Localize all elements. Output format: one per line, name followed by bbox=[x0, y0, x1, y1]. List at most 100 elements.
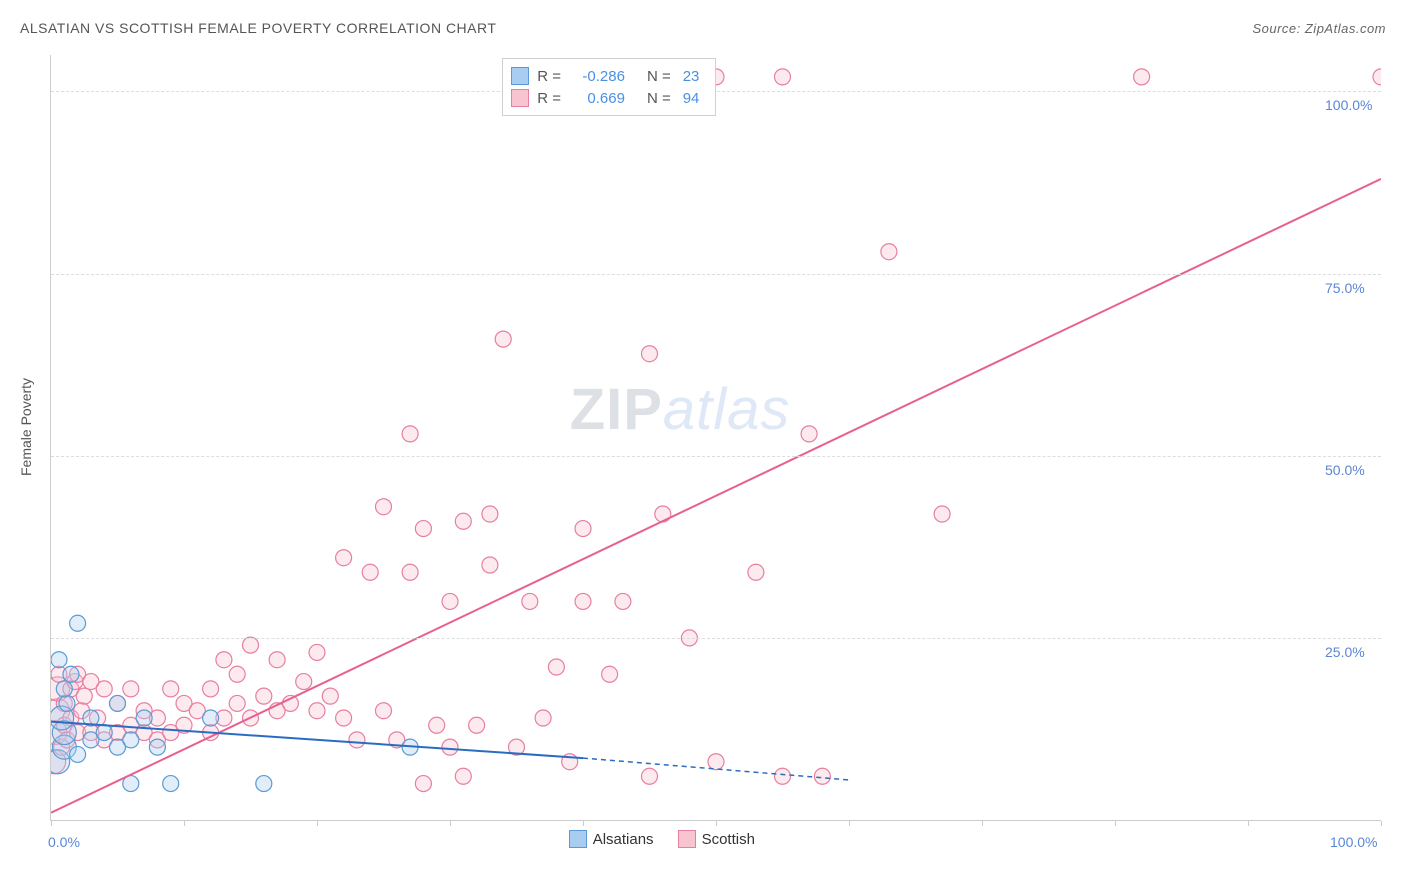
point-scottish bbox=[442, 739, 458, 755]
point-scottish bbox=[881, 244, 897, 260]
point-scottish bbox=[775, 768, 791, 784]
stats-legend-row: R =-0.286N =23 bbox=[511, 65, 703, 87]
point-scottish bbox=[402, 564, 418, 580]
point-alsatian bbox=[70, 746, 86, 762]
point-scottish bbox=[495, 331, 511, 347]
point-scottish bbox=[934, 506, 950, 522]
n-label: N = bbox=[647, 90, 671, 107]
x-tick bbox=[982, 821, 983, 826]
point-scottish bbox=[775, 69, 791, 85]
x-tick bbox=[583, 821, 584, 826]
point-alsatian bbox=[70, 615, 86, 631]
series-legend: Alsatians Scottish bbox=[569, 830, 755, 848]
point-scottish bbox=[575, 521, 591, 537]
y-axis-title: Female Poverty bbox=[18, 378, 34, 476]
point-scottish bbox=[322, 688, 338, 704]
x-tick bbox=[51, 821, 52, 826]
point-alsatian bbox=[51, 652, 67, 668]
x-tick bbox=[317, 821, 318, 826]
point-scottish bbox=[548, 659, 564, 675]
legend-item: Scottish bbox=[678, 830, 755, 848]
legend-swatch bbox=[569, 830, 587, 848]
point-alsatian bbox=[256, 776, 272, 792]
point-scottish bbox=[76, 688, 92, 704]
point-scottish bbox=[482, 557, 498, 573]
legend-item: Alsatians bbox=[569, 830, 654, 848]
x-label-max: 100.0% bbox=[1330, 834, 1377, 850]
x-tick bbox=[849, 821, 850, 826]
point-scottish bbox=[655, 506, 671, 522]
legend-swatch bbox=[511, 67, 529, 85]
n-value: 23 bbox=[683, 68, 700, 85]
point-scottish bbox=[349, 732, 365, 748]
x-tick bbox=[1381, 821, 1382, 826]
point-scottish bbox=[229, 695, 245, 711]
point-scottish bbox=[801, 426, 817, 442]
x-tick bbox=[1248, 821, 1249, 826]
legend-swatch bbox=[511, 89, 529, 107]
point-scottish bbox=[362, 564, 378, 580]
point-scottish bbox=[229, 666, 245, 682]
n-value: 94 bbox=[683, 90, 700, 107]
x-tick bbox=[184, 821, 185, 826]
y-tick-label: 75.0% bbox=[1325, 280, 1405, 296]
point-alsatian bbox=[63, 666, 79, 682]
point-scottish bbox=[203, 681, 219, 697]
y-tick-label: 100.0% bbox=[1325, 97, 1405, 113]
point-scottish bbox=[309, 703, 325, 719]
point-scottish bbox=[415, 776, 431, 792]
x-tick bbox=[450, 821, 451, 826]
source-label: Source: ZipAtlas.com bbox=[1252, 21, 1386, 36]
point-scottish bbox=[309, 644, 325, 660]
point-scottish bbox=[123, 681, 139, 697]
scatter-svg bbox=[51, 55, 1381, 820]
gridline bbox=[51, 456, 1381, 457]
point-scottish bbox=[455, 513, 471, 529]
point-alsatian bbox=[136, 710, 152, 726]
r-label: R = bbox=[537, 90, 561, 107]
point-alsatian bbox=[149, 739, 165, 755]
r-value: -0.286 bbox=[573, 68, 625, 85]
gridline bbox=[51, 274, 1381, 275]
point-scottish bbox=[642, 768, 658, 784]
point-scottish bbox=[814, 768, 830, 784]
point-scottish bbox=[455, 768, 471, 784]
legend-swatch bbox=[678, 830, 696, 848]
point-scottish bbox=[376, 499, 392, 515]
point-scottish bbox=[296, 674, 312, 690]
y-tick-label: 25.0% bbox=[1325, 644, 1405, 660]
point-scottish bbox=[415, 521, 431, 537]
point-scottish bbox=[269, 652, 285, 668]
point-scottish bbox=[1134, 69, 1150, 85]
x-label-min: 0.0% bbox=[48, 834, 80, 850]
point-scottish bbox=[1373, 69, 1381, 85]
stats-legend: R = -0.286 N = 23 R = 0.669 N = 94 bbox=[502, 58, 716, 116]
point-scottish bbox=[469, 717, 485, 733]
point-scottish bbox=[442, 593, 458, 609]
point-scottish bbox=[96, 681, 112, 697]
point-scottish bbox=[482, 506, 498, 522]
point-scottish bbox=[216, 652, 232, 668]
point-alsatian bbox=[96, 725, 112, 741]
y-tick-label: 50.0% bbox=[1325, 462, 1405, 478]
stats-legend-row: R = 0.669 N = 94 bbox=[511, 87, 703, 109]
r-label: R = bbox=[537, 68, 561, 85]
point-scottish bbox=[708, 754, 724, 770]
header-row: ALSATIAN VS SCOTTISH FEMALE POVERTY CORR… bbox=[20, 20, 1386, 36]
legend-label: Alsatians bbox=[593, 831, 654, 848]
legend-label: Scottish bbox=[702, 831, 755, 848]
point-scottish bbox=[376, 703, 392, 719]
point-scottish bbox=[402, 426, 418, 442]
point-scottish bbox=[163, 681, 179, 697]
point-scottish bbox=[535, 710, 551, 726]
x-tick bbox=[716, 821, 717, 826]
point-scottish bbox=[602, 666, 618, 682]
plot-area: ZIPatlas bbox=[50, 55, 1381, 821]
point-scottish bbox=[243, 637, 259, 653]
point-alsatian bbox=[59, 695, 75, 711]
point-scottish bbox=[429, 717, 445, 733]
point-scottish bbox=[336, 550, 352, 566]
point-alsatian bbox=[110, 695, 126, 711]
r-value: 0.669 bbox=[573, 90, 625, 107]
point-alsatian bbox=[163, 776, 179, 792]
